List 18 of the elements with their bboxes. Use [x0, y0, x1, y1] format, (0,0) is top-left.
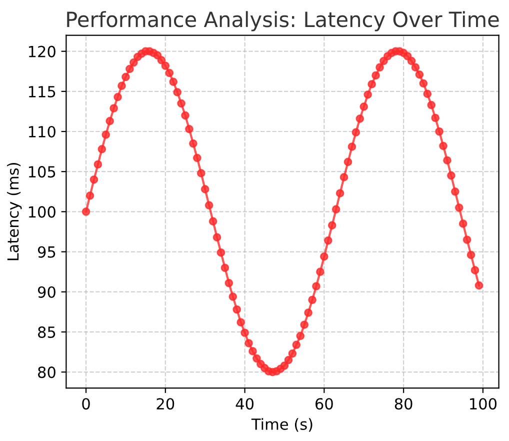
y-tick-label: 85 — [38, 326, 56, 338]
x-tick-label: 100 — [470, 398, 497, 410]
chart-title: Performance Analysis: Latency Over Time — [67, 11, 499, 32]
y-tick-label: 110 — [28, 126, 56, 138]
x-tick-label: 60 — [316, 398, 333, 410]
x-tick-label: 80 — [394, 398, 412, 410]
x-tick-label: 0 — [82, 398, 90, 410]
y-tick-label: 90 — [38, 286, 56, 298]
y-tick-label: 105 — [28, 166, 56, 178]
x-axis-title: Time (s) — [251, 418, 312, 432]
y-tick-label: 120 — [28, 46, 56, 58]
y-tick-label: 80 — [38, 366, 56, 378]
y-tick-label: 95 — [38, 246, 56, 258]
y-axis-title: Latency (ms) — [6, 162, 22, 260]
x-tick-label: 20 — [156, 398, 174, 410]
x-tick-label: 40 — [236, 398, 254, 410]
y-tick-label: 115 — [28, 86, 56, 98]
y-tick-label: 100 — [28, 206, 56, 218]
